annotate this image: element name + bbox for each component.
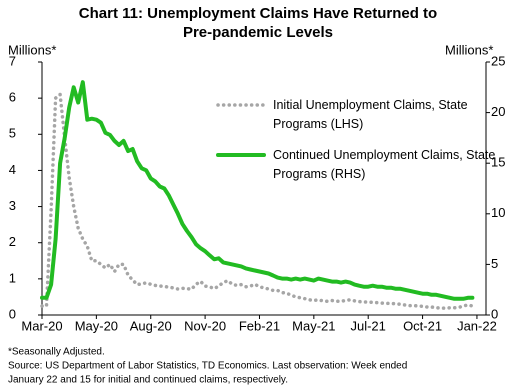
y-tick-label: 7 [9,53,16,68]
x-tick-label: Feb-21 [239,318,280,333]
x-tick-label: Aug-20 [130,318,172,333]
footnote: *Seasonally Adjusted. [8,347,105,358]
y2-axis-label: Millions* [445,42,493,57]
y2-tick-label: 0 [491,306,498,321]
chart-title: Pre-pandemic Levels [183,24,333,41]
x-tick-label: Nov-20 [184,318,226,333]
x-tick-label: Oct-21 [403,318,442,333]
y-tick-label: 1 [9,270,16,285]
footnote: January 22 and 15 for initial and contin… [8,375,288,386]
y2-tick-label: 10 [491,205,505,220]
y-tick-label: 4 [9,162,16,177]
legend-label: Continued Unemployment Claims, State Pro… [273,148,496,181]
series-line [40,92,475,310]
series-line [40,80,475,301]
y-tick-label: 3 [9,198,16,213]
legend-label: Initial Unemployment Claims, State Progr… [273,98,468,131]
y-tick-label: 0 [9,306,16,321]
x-tick-label: Jan-22 [457,318,497,333]
footnote: Source: US Department of Labor Statistic… [8,361,407,372]
x-tick-label: May-21 [292,318,335,333]
y-tick-label: 5 [9,126,16,141]
y-tick-label: 2 [9,234,16,249]
chart-title: Chart 11: Unemployment Claims Have Retur… [79,5,437,22]
x-tick-label: Mar-20 [21,318,62,333]
y-tick-label: 6 [9,90,16,105]
x-tick-label: Jul-21 [350,318,385,333]
y2-tick-label: 25 [491,53,505,68]
y-axis-label: Millions* [8,42,56,57]
x-tick-label: May-20 [75,318,118,333]
y2-tick-label: 5 [491,256,498,271]
y2-tick-label: 20 [491,104,505,119]
y2-tick-label: 15 [491,155,505,170]
